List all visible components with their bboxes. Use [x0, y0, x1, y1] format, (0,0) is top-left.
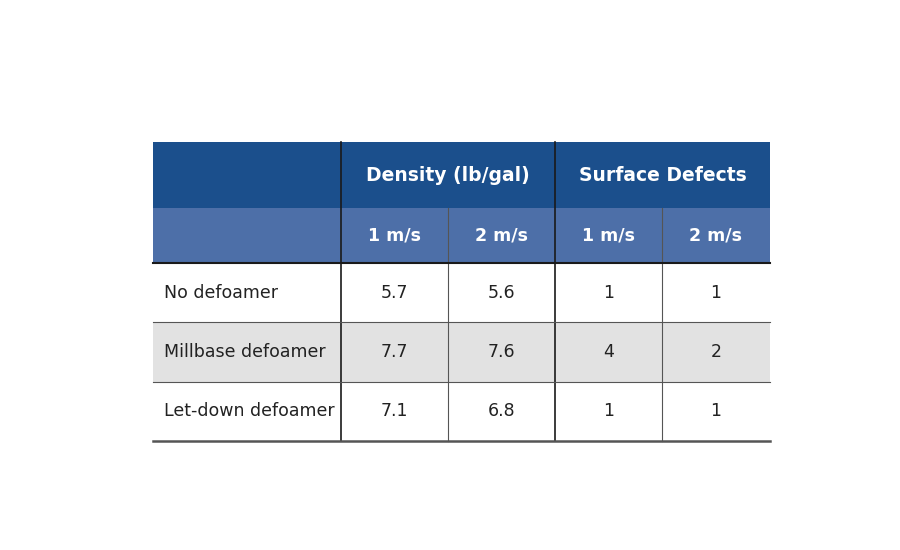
Text: 5.7: 5.7	[381, 284, 409, 301]
Text: Millbase defoamer: Millbase defoamer	[164, 343, 326, 361]
Text: 2 m/s: 2 m/s	[475, 227, 528, 244]
Text: Surface Defects: Surface Defects	[579, 166, 746, 185]
Text: 6.8: 6.8	[488, 402, 516, 420]
Text: Density (lb/gal): Density (lb/gal)	[366, 166, 530, 185]
Bar	[448, 382, 555, 441]
Text: 7.1: 7.1	[381, 402, 409, 420]
Text: Let-down defoamer: Let-down defoamer	[164, 402, 335, 420]
Text: 1: 1	[603, 402, 615, 420]
Bar	[555, 322, 662, 382]
Bar	[341, 142, 555, 208]
Bar	[662, 382, 770, 441]
Text: 5.6: 5.6	[488, 284, 516, 301]
Bar	[153, 263, 341, 322]
Text: 2 m/s: 2 m/s	[689, 227, 742, 244]
Bar	[555, 208, 662, 263]
Bar	[153, 322, 341, 382]
Text: 1: 1	[603, 284, 615, 301]
Text: 7.6: 7.6	[488, 343, 516, 361]
Bar	[341, 382, 448, 441]
Text: 4: 4	[603, 343, 615, 361]
Bar	[153, 208, 341, 263]
Bar	[662, 263, 770, 322]
Bar	[555, 263, 662, 322]
Bar	[448, 322, 555, 382]
Text: 1 m/s: 1 m/s	[368, 227, 421, 244]
Text: No defoamer: No defoamer	[164, 284, 278, 301]
Bar	[448, 208, 555, 263]
Text: 1: 1	[710, 402, 722, 420]
Bar	[662, 208, 770, 263]
Bar	[153, 142, 341, 208]
Bar	[341, 208, 448, 263]
Bar	[153, 382, 341, 441]
Bar	[555, 382, 662, 441]
Bar	[341, 322, 448, 382]
Bar	[662, 322, 770, 382]
Bar	[555, 142, 770, 208]
Text: 7.7: 7.7	[381, 343, 409, 361]
Text: 1 m/s: 1 m/s	[582, 227, 635, 244]
Bar	[448, 263, 555, 322]
Text: 2: 2	[710, 343, 722, 361]
Text: 1: 1	[710, 284, 722, 301]
Bar	[341, 263, 448, 322]
